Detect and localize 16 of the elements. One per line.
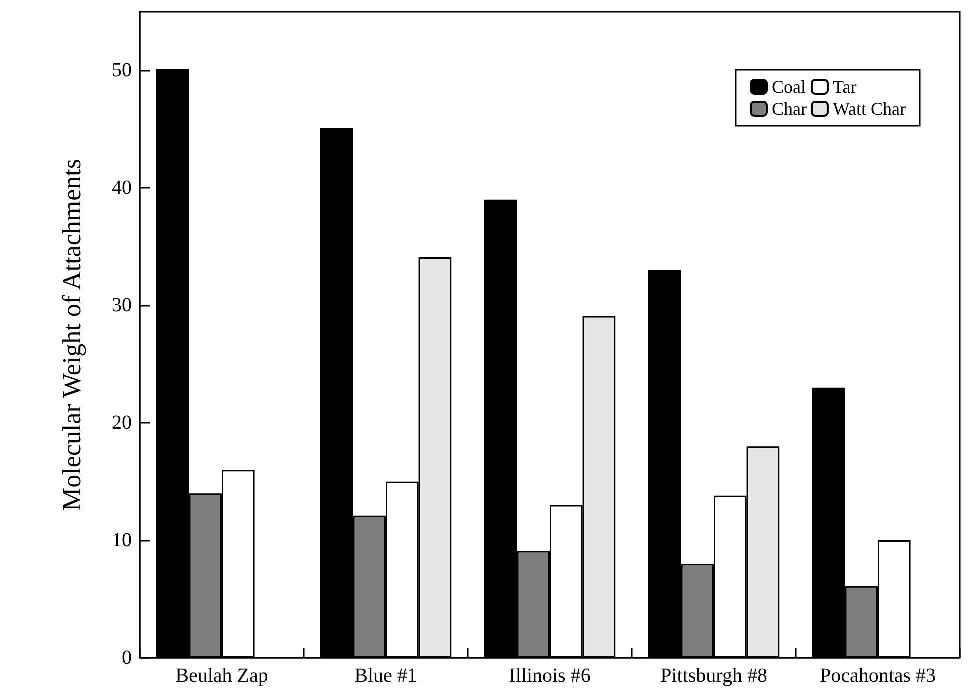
y-tick-label: 40 [112,177,132,200]
x-tick-label: Pocahontas #3 [820,665,936,687]
x-tick-label: Pittsburgh #8 [660,665,768,687]
x-tick-label: Illinois #6 [509,665,591,687]
legend-label: Watt Char [832,99,906,119]
x-tick-label: Beulah Zap [176,665,268,687]
y-axis-title: Molecular Weight of Attachments [58,159,86,511]
legend-label: Coal [772,77,806,97]
x-tick-label: Blue #1 [354,665,418,687]
y-tick-label: 30 [112,294,132,317]
legend-label: Tar [832,77,857,97]
y-tick-label: 10 [112,530,132,552]
legend-label: Char [772,99,807,119]
y-tick-label: 0 [122,647,132,669]
y-tick-label: 50 [112,60,132,82]
y-tick-label: 20 [112,412,132,434]
